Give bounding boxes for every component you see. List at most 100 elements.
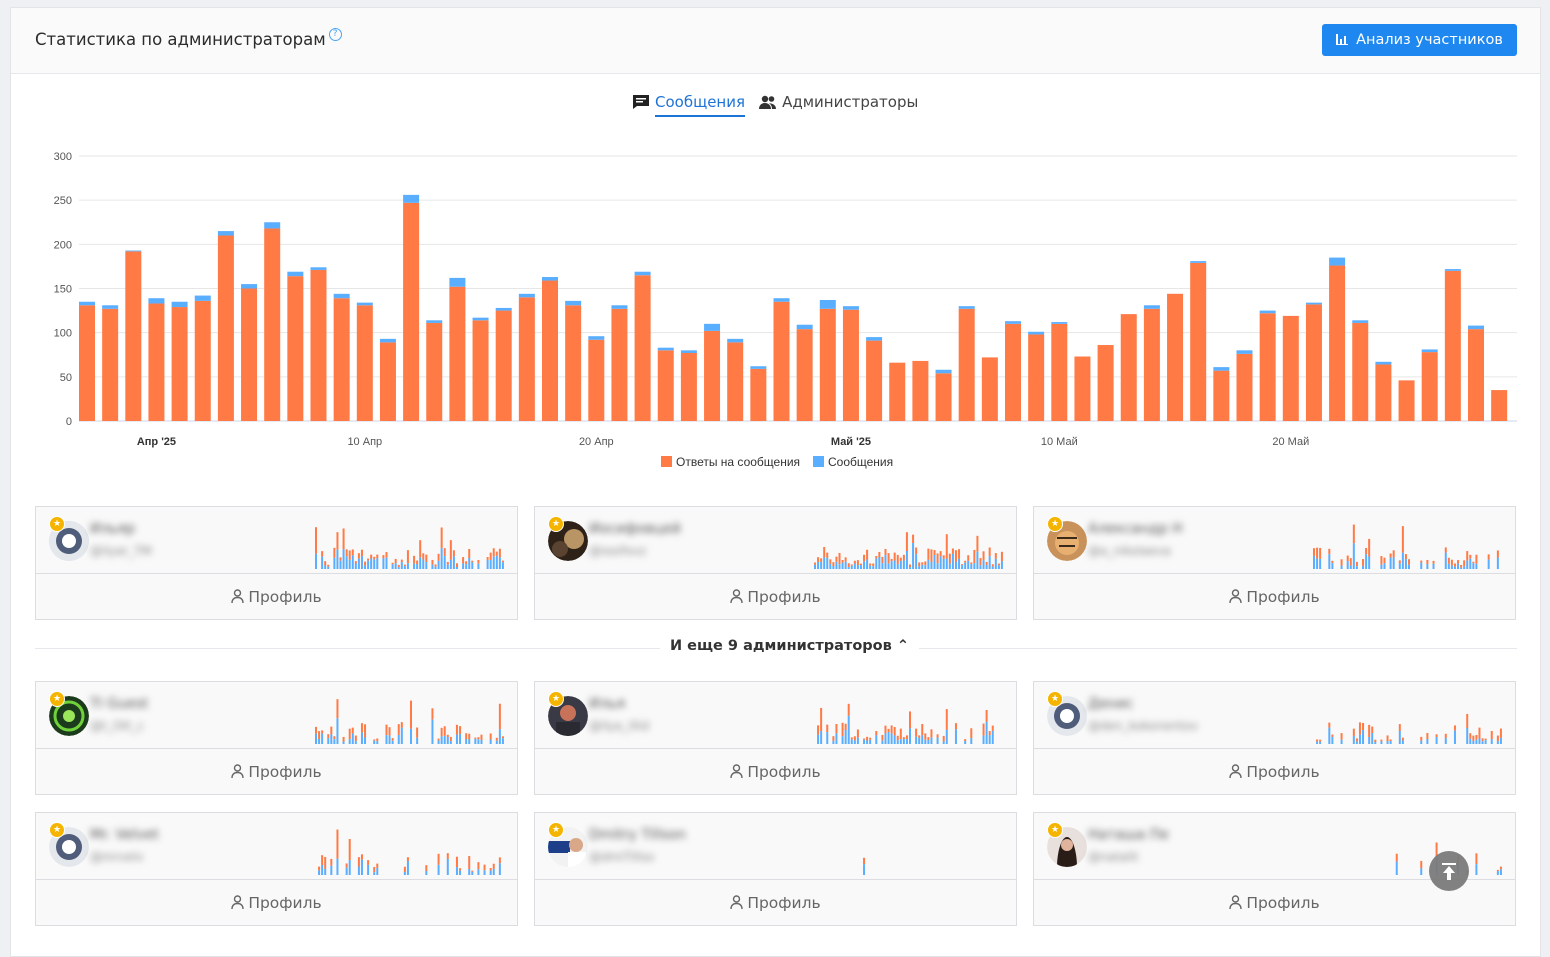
bar-replies[interactable] xyxy=(611,308,628,421)
bar-replies[interactable] xyxy=(1190,262,1207,421)
profile-button[interactable]: Профиль xyxy=(36,880,517,926)
bar-replies[interactable] xyxy=(449,286,466,421)
bar-replies[interactable] xyxy=(542,280,558,421)
bar-messages[interactable] xyxy=(241,284,258,289)
bar-messages[interactable] xyxy=(264,222,281,229)
bar-replies[interactable] xyxy=(750,368,767,421)
bar-replies[interactable] xyxy=(773,301,790,421)
bar-messages[interactable] xyxy=(819,299,836,309)
bar-replies[interactable] xyxy=(356,305,373,421)
bar-replies[interactable] xyxy=(310,269,327,421)
profile-button[interactable]: Профиль xyxy=(1034,880,1515,926)
profile-button[interactable]: Профиль xyxy=(1034,574,1515,620)
bar-replies[interactable] xyxy=(217,235,234,422)
bar-replies[interactable] xyxy=(1097,345,1114,421)
bar-messages[interactable] xyxy=(148,298,165,304)
bar-messages[interactable] xyxy=(866,337,883,341)
bar-messages[interactable] xyxy=(935,369,952,374)
bar-messages[interactable] xyxy=(1421,349,1438,353)
profile-button[interactable]: Профиль xyxy=(535,749,1016,795)
bar-replies[interactable] xyxy=(1491,390,1508,421)
bar-replies[interactable] xyxy=(495,310,512,421)
bar-messages[interactable] xyxy=(356,302,373,306)
bar-messages[interactable] xyxy=(1051,322,1068,324)
bar-replies[interactable] xyxy=(1421,352,1438,421)
bar-replies[interactable] xyxy=(1329,265,1346,421)
bar-replies[interactable] xyxy=(1005,323,1021,421)
bar-messages[interactable] xyxy=(773,298,790,302)
bar-replies[interactable] xyxy=(657,350,674,421)
bar-replies[interactable] xyxy=(1352,322,1369,421)
bar-replies[interactable] xyxy=(1468,329,1484,421)
bar-replies[interactable] xyxy=(1167,293,1184,421)
bar-replies[interactable] xyxy=(981,357,998,421)
bar-replies[interactable] xyxy=(842,309,859,421)
bar-messages[interactable] xyxy=(1329,257,1346,266)
bar-messages[interactable] xyxy=(1375,361,1392,365)
profile-button[interactable]: Профиль xyxy=(36,574,517,620)
bar-replies[interactable] xyxy=(588,339,605,421)
bar-replies[interactable] xyxy=(1259,313,1276,421)
bar-messages[interactable] xyxy=(1236,350,1253,354)
bar-messages[interactable] xyxy=(657,347,674,351)
bar-replies[interactable] xyxy=(1120,314,1137,421)
bar-messages[interactable] xyxy=(1028,331,1045,335)
bar-messages[interactable] xyxy=(1352,320,1369,323)
bar-replies[interactable] xyxy=(958,308,975,421)
bar-messages[interactable] xyxy=(518,293,535,298)
bar-replies[interactable] xyxy=(1444,270,1461,421)
bar-messages[interactable] xyxy=(1444,269,1461,271)
bar-messages[interactable] xyxy=(472,317,489,321)
bar-replies[interactable] xyxy=(912,360,929,421)
bar-messages[interactable] xyxy=(958,306,975,309)
analyze-participants-button[interactable]: Анализ участников xyxy=(1322,24,1517,56)
bar-replies[interactable] xyxy=(241,288,258,422)
bar-replies[interactable] xyxy=(1074,356,1091,421)
bar-messages[interactable] xyxy=(542,277,558,281)
bar-replies[interactable] xyxy=(1051,323,1068,421)
profile-button[interactable]: Профиль xyxy=(535,574,1016,620)
bar-messages[interactable] xyxy=(634,271,651,276)
bar-messages[interactable] xyxy=(171,301,188,308)
bar-messages[interactable] xyxy=(1190,261,1207,263)
bar-replies[interactable] xyxy=(148,303,165,421)
bar-messages[interactable] xyxy=(79,301,95,306)
bar-replies[interactable] xyxy=(866,340,883,421)
bar-messages[interactable] xyxy=(287,271,304,277)
legend-item[interactable]: Ответы на сообщения xyxy=(676,455,800,469)
bar-replies[interactable] xyxy=(704,330,721,421)
tab-admins[interactable]: Администраторы xyxy=(758,93,918,117)
bar-messages[interactable] xyxy=(426,320,443,323)
bar-replies[interactable] xyxy=(472,320,489,421)
bar-replies[interactable] xyxy=(1213,370,1230,421)
tab-messages[interactable]: Сообщения xyxy=(632,93,746,117)
bar-replies[interactable] xyxy=(287,276,304,421)
bar-messages[interactable] xyxy=(449,277,466,287)
bar-replies[interactable] xyxy=(680,352,697,421)
bar-replies[interactable] xyxy=(1305,304,1322,421)
bar-replies[interactable] xyxy=(518,297,535,421)
bar-replies[interactable] xyxy=(1375,364,1392,421)
bar-replies[interactable] xyxy=(333,298,350,421)
bar-messages[interactable] xyxy=(1259,310,1276,314)
bar-replies[interactable] xyxy=(889,362,906,421)
bar-replies[interactable] xyxy=(565,305,582,421)
bar-replies[interactable] xyxy=(935,373,952,421)
bar-replies[interactable] xyxy=(1028,334,1045,421)
bar-replies[interactable] xyxy=(1236,353,1253,421)
bar-messages[interactable] xyxy=(611,305,628,309)
bar-replies[interactable] xyxy=(171,307,188,421)
bar-replies[interactable] xyxy=(194,300,211,421)
bar-messages[interactable] xyxy=(750,366,767,369)
bar-messages[interactable] xyxy=(727,338,744,343)
help-icon[interactable]: ? xyxy=(328,28,342,41)
bar-messages[interactable] xyxy=(403,194,420,203)
bar-replies[interactable] xyxy=(125,251,142,421)
bar-replies[interactable] xyxy=(426,322,443,421)
bar-replies[interactable] xyxy=(379,342,396,421)
bar-replies[interactable] xyxy=(264,228,281,421)
bar-messages[interactable] xyxy=(796,324,813,330)
bar-replies[interactable] xyxy=(796,329,813,421)
bar-messages[interactable] xyxy=(1005,321,1021,324)
show-more-admins-toggle[interactable]: И еще 9 администраторов ⌃ xyxy=(660,638,920,654)
